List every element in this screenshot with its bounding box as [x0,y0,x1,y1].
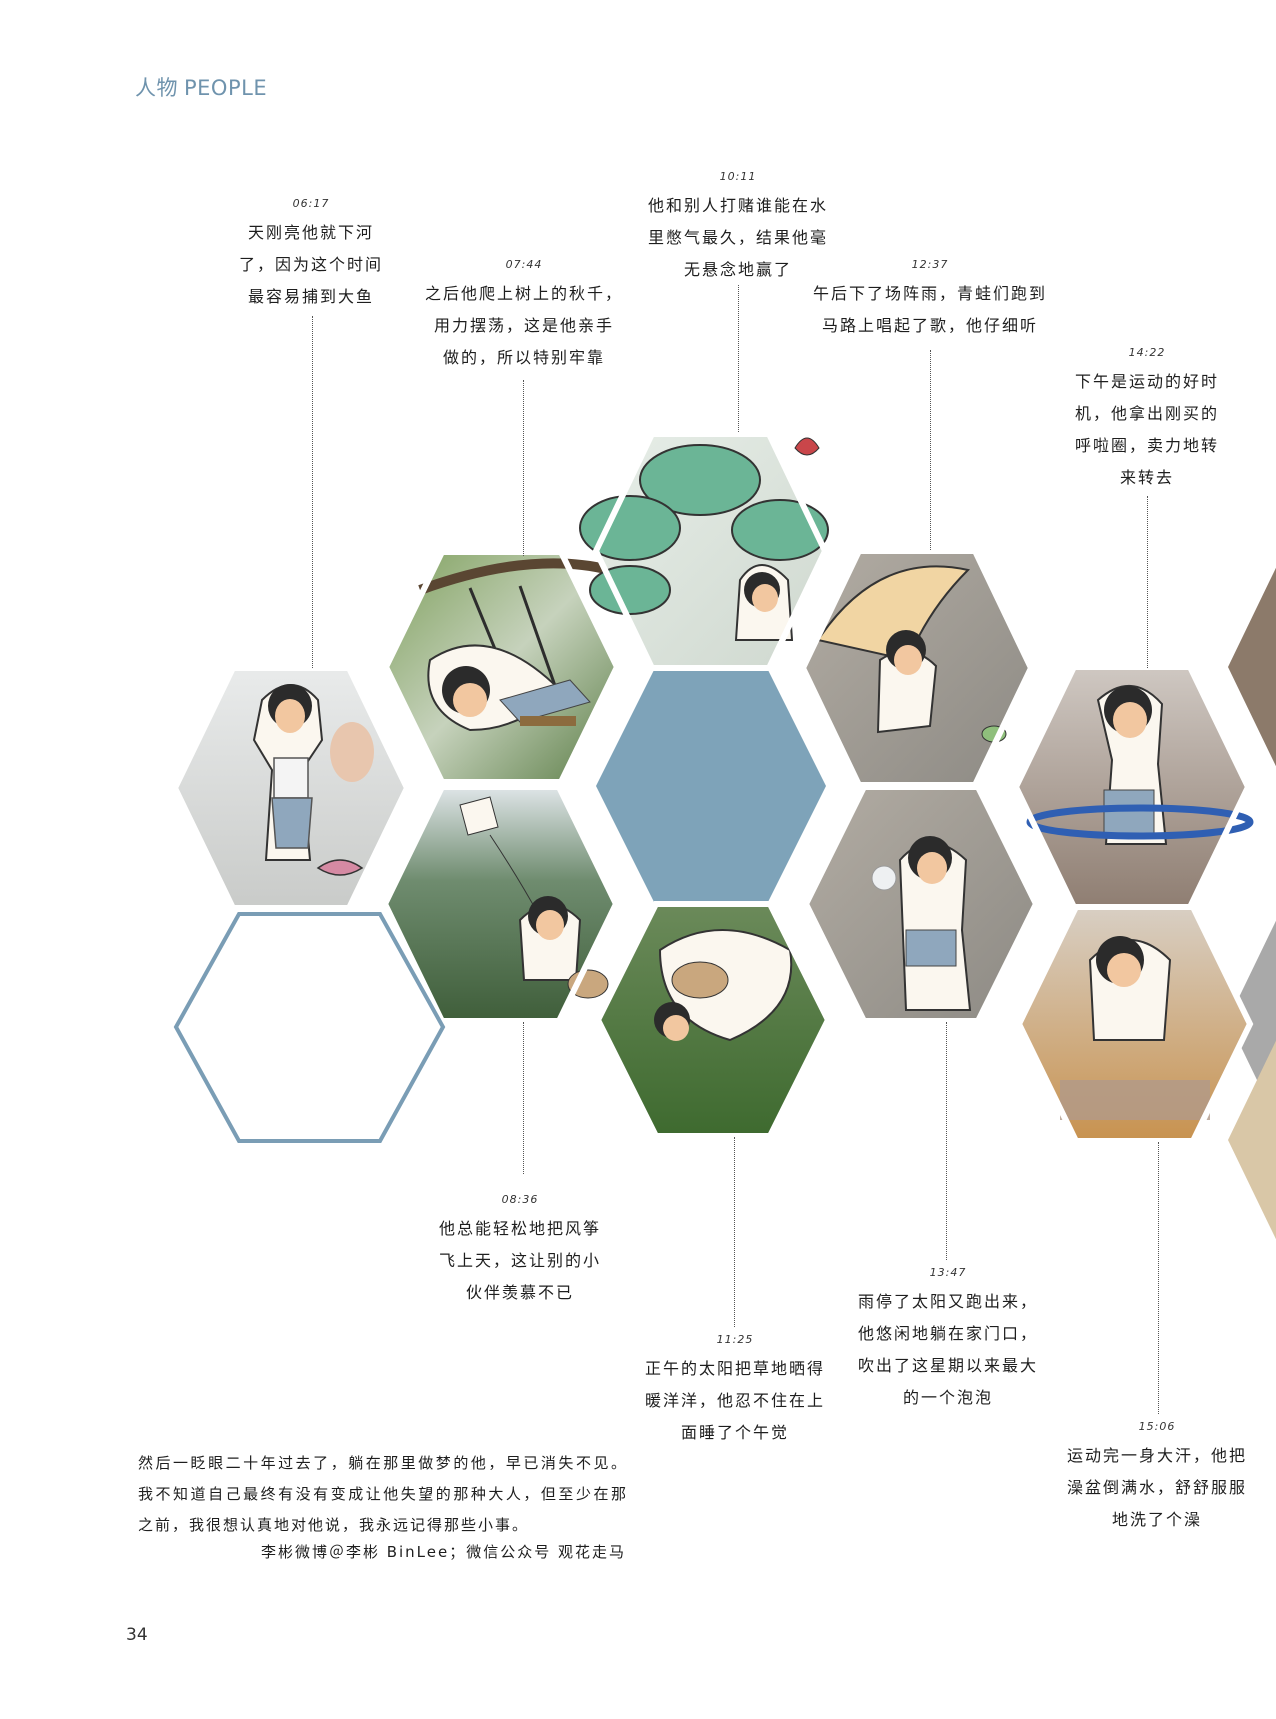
leader-1011 [738,285,739,432]
photo-kite [385,787,616,1021]
caption-line: 正午的太阳把草地晒得 [644,1359,825,1378]
photo-partial-right [1228,567,1276,1240]
photo-bath [1019,907,1250,1141]
caption-line: 用力摆荡，这是他亲手 [433,316,614,335]
caption-1347: 13:47 雨停了太阳又跑出来， 他悠闲地躺在家门口， 吹出了这星期以来最大 的… [838,1266,1058,1414]
hex-borders [171,431,1254,1144]
photo-bubble [806,787,1036,1021]
caption-0617: 06:17 天刚亮他就下河 了，因为这个时间 最容易捕到大鱼 [211,197,411,313]
caption-line: 伙伴羡慕不已 [465,1283,574,1302]
caption-line: 之后他爬上树上的秋千， [424,284,623,303]
leader-1125 [734,1137,735,1327]
closing-paragraph: 然后一眨眼二十年过去了，躺在那里做梦的他，早已消失不见。我不知道自己最终有没有变… [138,1448,628,1541]
caption-line: 他总能轻松地把风筝 [438,1219,601,1238]
caption-time: 06:17 [292,197,330,210]
caption-line: 最容易捕到大鱼 [247,287,374,306]
caption-line: 吹出了这星期以来最大 [857,1356,1038,1375]
photo-swing [386,552,617,782]
caption-time: 14:22 [1128,346,1166,359]
caption-time: 07:44 [505,258,543,271]
caption-line: 地洗了个澡 [1111,1510,1202,1529]
closing-paragraph-text: 然后一眨眼二十年过去了，躺在那里做梦的他，早已消失不见。我不知道自己最终有没有变… [138,1454,628,1534]
hex-outline-empty [173,912,446,1143]
photo-hula-hoop [1016,667,1254,907]
caption-time: 13:47 [929,1266,967,1279]
photo-lotus [579,434,829,668]
caption-line: 了，因为这个时间 [238,255,383,274]
photo-fishing [175,668,407,908]
caption-0744: 07:44 之后他爬上树上的秋千， 用力摆荡，这是他亲手 做的，所以特别牢靠 [414,258,634,374]
caption-line: 运动完一身大汗，他把 [1066,1446,1247,1465]
caption-line: 机，他拿出刚买的 [1074,404,1219,423]
caption-1011: 10:11 他和别人打赌谁能在水 里憋气最久，结果他毫 无悬念地赢了 [628,170,848,286]
leader-0617 [312,316,313,668]
author-credit: 李彬微博＠李彬 BinLee；微信公众号 观花走马 [260,1543,626,1561]
caption-time: 15:06 [1138,1420,1176,1433]
caption-line: 暖洋洋，他忍不住在上 [644,1391,825,1410]
caption-line: 他悠闲地躺在家门口， [857,1324,1038,1343]
caption-line: 天刚亮他就下河 [247,223,374,242]
caption-1422: 14:22 下午是运动的好时 机，他拿出刚买的 呼啦圈，卖力地转 来转去 [1052,346,1242,494]
caption-time: 11:25 [716,1333,754,1346]
caption-line: 来转去 [1119,468,1174,487]
caption-line: 的一个泡泡 [902,1388,993,1407]
section-header: 人物 PEOPLE [135,72,267,102]
leader-1506 [1158,1142,1159,1414]
caption-1237: 12:37 午后下了场阵雨，青蛙们跑到 马路上唱起了歌，他仔细听 [800,258,1060,342]
caption-line: 他和别人打赌谁能在水 [647,196,828,215]
leader-1237 [930,350,931,550]
leader-0836 [523,1022,524,1174]
caption-1125: 11:25 正午的太阳把草地晒得 暖洋洋，他忍不住在上 面睡了个午觉 [630,1333,840,1449]
caption-line: 无悬念地赢了 [683,260,792,279]
caption-line: 呼啦圈，卖力地转 [1074,436,1219,455]
leader-1347 [946,1022,947,1260]
photo-grass-nap [598,904,828,1136]
caption-line: 澡盆倒满水，舒舒服服 [1066,1478,1247,1497]
caption-time: 10:11 [719,170,757,183]
caption-line: 飞上天，这让别的小 [438,1251,601,1270]
caption-line: 下午是运动的好时 [1074,372,1219,391]
hex-solid-blue [596,670,826,902]
caption-time: 08:36 [501,1193,539,1206]
caption-0836: 08:36 他总能轻松地把风筝 飞上天，这让别的小 伙伴羡慕不已 [420,1193,620,1309]
leader-1422 [1147,496,1148,668]
leader-0744 [523,380,524,556]
caption-line: 马路上唱起了歌，他仔细听 [821,316,1038,335]
caption-line: 雨停了太阳又跑出来， [857,1292,1038,1311]
page-number: 34 [126,1625,148,1645]
caption-1506: 15:06 运动完一身大汗，他把 澡盆倒满水，舒舒服服 地洗了个澡 [1046,1420,1268,1536]
section-header-en: PEOPLE [184,76,268,100]
caption-line: 面睡了个午觉 [680,1423,789,1442]
caption-line: 午后下了场阵雨，青蛙们跑到 [812,284,1047,303]
caption-time: 12:37 [911,258,949,271]
caption-line: 里憋气最久，结果他毫 [647,228,828,247]
photo-umbrella-frog [803,551,1031,785]
section-header-cn: 人物 [135,76,178,100]
caption-line: 做的，所以特别牢靠 [442,348,605,367]
